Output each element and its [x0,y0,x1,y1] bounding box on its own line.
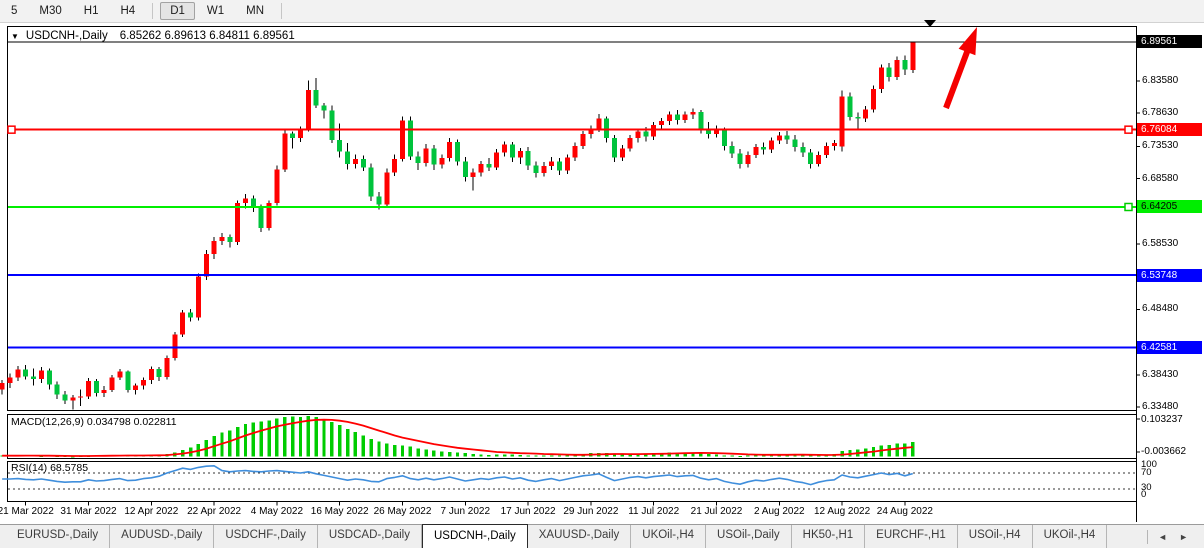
timeframe-button-M30[interactable]: M30 [39,5,62,17]
chart-tab-usoil-h4[interactable]: USOil-,H4 [958,525,1033,548]
chart-tab-hk50-h1[interactable]: HK50-,H1 [792,525,866,548]
line-handle [1124,202,1133,212]
rsi-line [2,464,913,486]
timeframe-button-5[interactable]: 5 [11,5,18,17]
trend-arrow-annotation[interactable] [943,27,977,110]
toolbar-separator [281,3,283,19]
chart-tab-usdcnh-daily[interactable]: USDCNH-,Daily [421,524,528,548]
chart-tab-audusd-daily[interactable]: AUDUSD-,Daily [110,525,215,548]
timeframe-button-H4[interactable]: H4 [120,5,136,17]
tab-scroll-left-icon[interactable]: ◄ [1158,531,1168,542]
chart-tab-xauusd-daily[interactable]: XAUUSD-,Daily [528,525,632,548]
tab-scroll-right-icon[interactable]: ► [1179,531,1188,542]
series-end-marker-icon [924,20,936,27]
tab-scroll-separator [1147,529,1149,544]
timeframe-button-D1[interactable]: D1 [160,2,195,20]
symbol-tab-bar: EURUSD-,Daily AUDUSD-,Daily USDCHF-,Daily U… [0,524,1204,548]
horizontal-lines[interactable] [7,41,1136,349]
timeframe-button-H1[interactable]: H1 [83,5,99,17]
timeframe-toolbar: 5 M30 H1 H4 D1 W1 MN [0,0,1204,23]
chart-tab-eurchf-h1[interactable]: EURCHF-,H1 [865,525,958,548]
rsi-panel [7,461,1137,502]
chart-tab-usoil-daily[interactable]: USOil-,Daily [706,525,792,548]
macd-signal-line [2,418,913,457]
macd-histogram [0,416,915,458]
tab-scroll-controls: ◄ ► [1147,525,1204,548]
chart-tab-usdcad-daily[interactable]: USDCAD-,Daily [318,525,422,548]
candlestick-series [0,41,916,410]
timeframe-button-W1[interactable]: W1 [206,5,225,17]
timeframe-button-MN[interactable]: MN [246,5,265,17]
line-handle [7,125,16,134]
toolbar-separator [152,3,154,19]
line-handle [1124,125,1133,134]
chart-tab-ukoil-h4[interactable]: UKOil-,H4 [631,525,707,548]
macd-panel [7,414,1137,459]
chart-tab-ukoil-h4[interactable]: UKOil-,H4 [1033,525,1108,548]
chart-tab-eurusd-daily[interactable]: EURUSD-,Daily [6,525,111,548]
chart-tab-usdchf-daily[interactable]: USDCHF-,Daily [214,525,318,548]
